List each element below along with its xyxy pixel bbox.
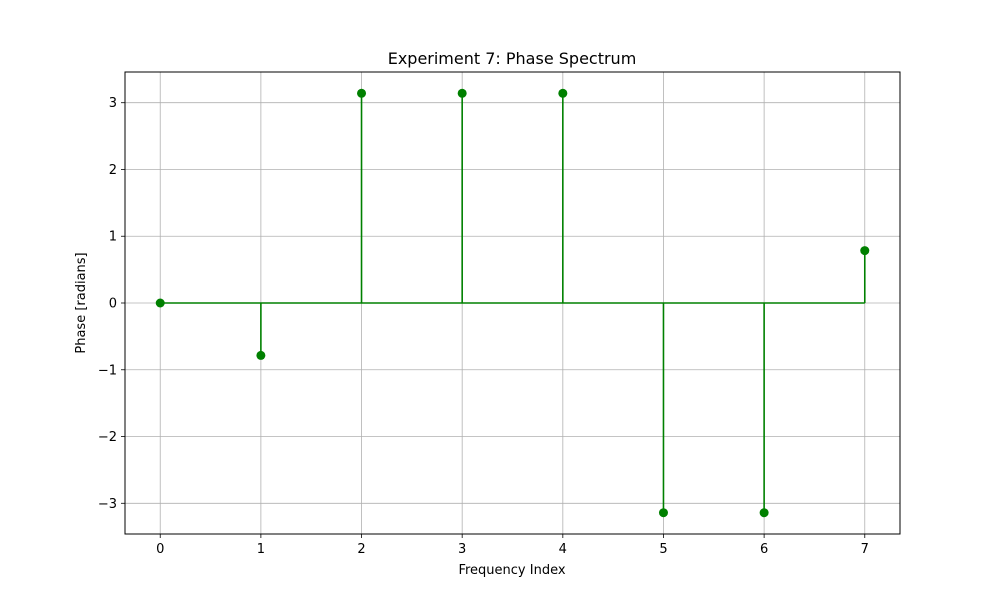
stem-marker [658, 508, 668, 518]
stem-marker [558, 88, 568, 98]
stem-marker [256, 350, 266, 360]
x-tick-label: 5 [659, 542, 667, 557]
y-tick-label: −3 [98, 497, 117, 512]
x-axis-ticks: 0 1 2 3 4 5 6 7 [156, 534, 869, 557]
x-tick-label: 3 [458, 542, 466, 557]
y-axis-ticks: −3 −2 −1 0 1 2 3 [98, 96, 125, 512]
x-tick-label: 1 [257, 542, 265, 557]
x-tick-label: 7 [861, 542, 869, 557]
x-tick-label: 0 [156, 542, 164, 557]
x-tick-label: 6 [760, 542, 768, 557]
chart-title: Experiment 7: Phase Spectrum [388, 49, 637, 68]
y-tick-label: 2 [109, 163, 117, 178]
stem-marker [860, 246, 870, 256]
y-tick-label: 0 [109, 297, 117, 312]
y-tick-label: 3 [109, 96, 117, 111]
y-tick-label: −1 [98, 363, 117, 378]
stem-marker [759, 508, 769, 518]
stem-marker [357, 88, 367, 98]
stem-marker [155, 298, 165, 308]
stem-marker [457, 88, 467, 98]
x-tick-label: 4 [559, 542, 567, 557]
y-tick-label: 1 [109, 230, 117, 245]
x-axis-label: Frequency Index [458, 563, 565, 578]
y-tick-label: −2 [98, 430, 117, 445]
stem-series [155, 88, 870, 518]
y-axis-label: Phase [radians] [74, 252, 89, 353]
x-tick-label: 2 [357, 542, 365, 557]
